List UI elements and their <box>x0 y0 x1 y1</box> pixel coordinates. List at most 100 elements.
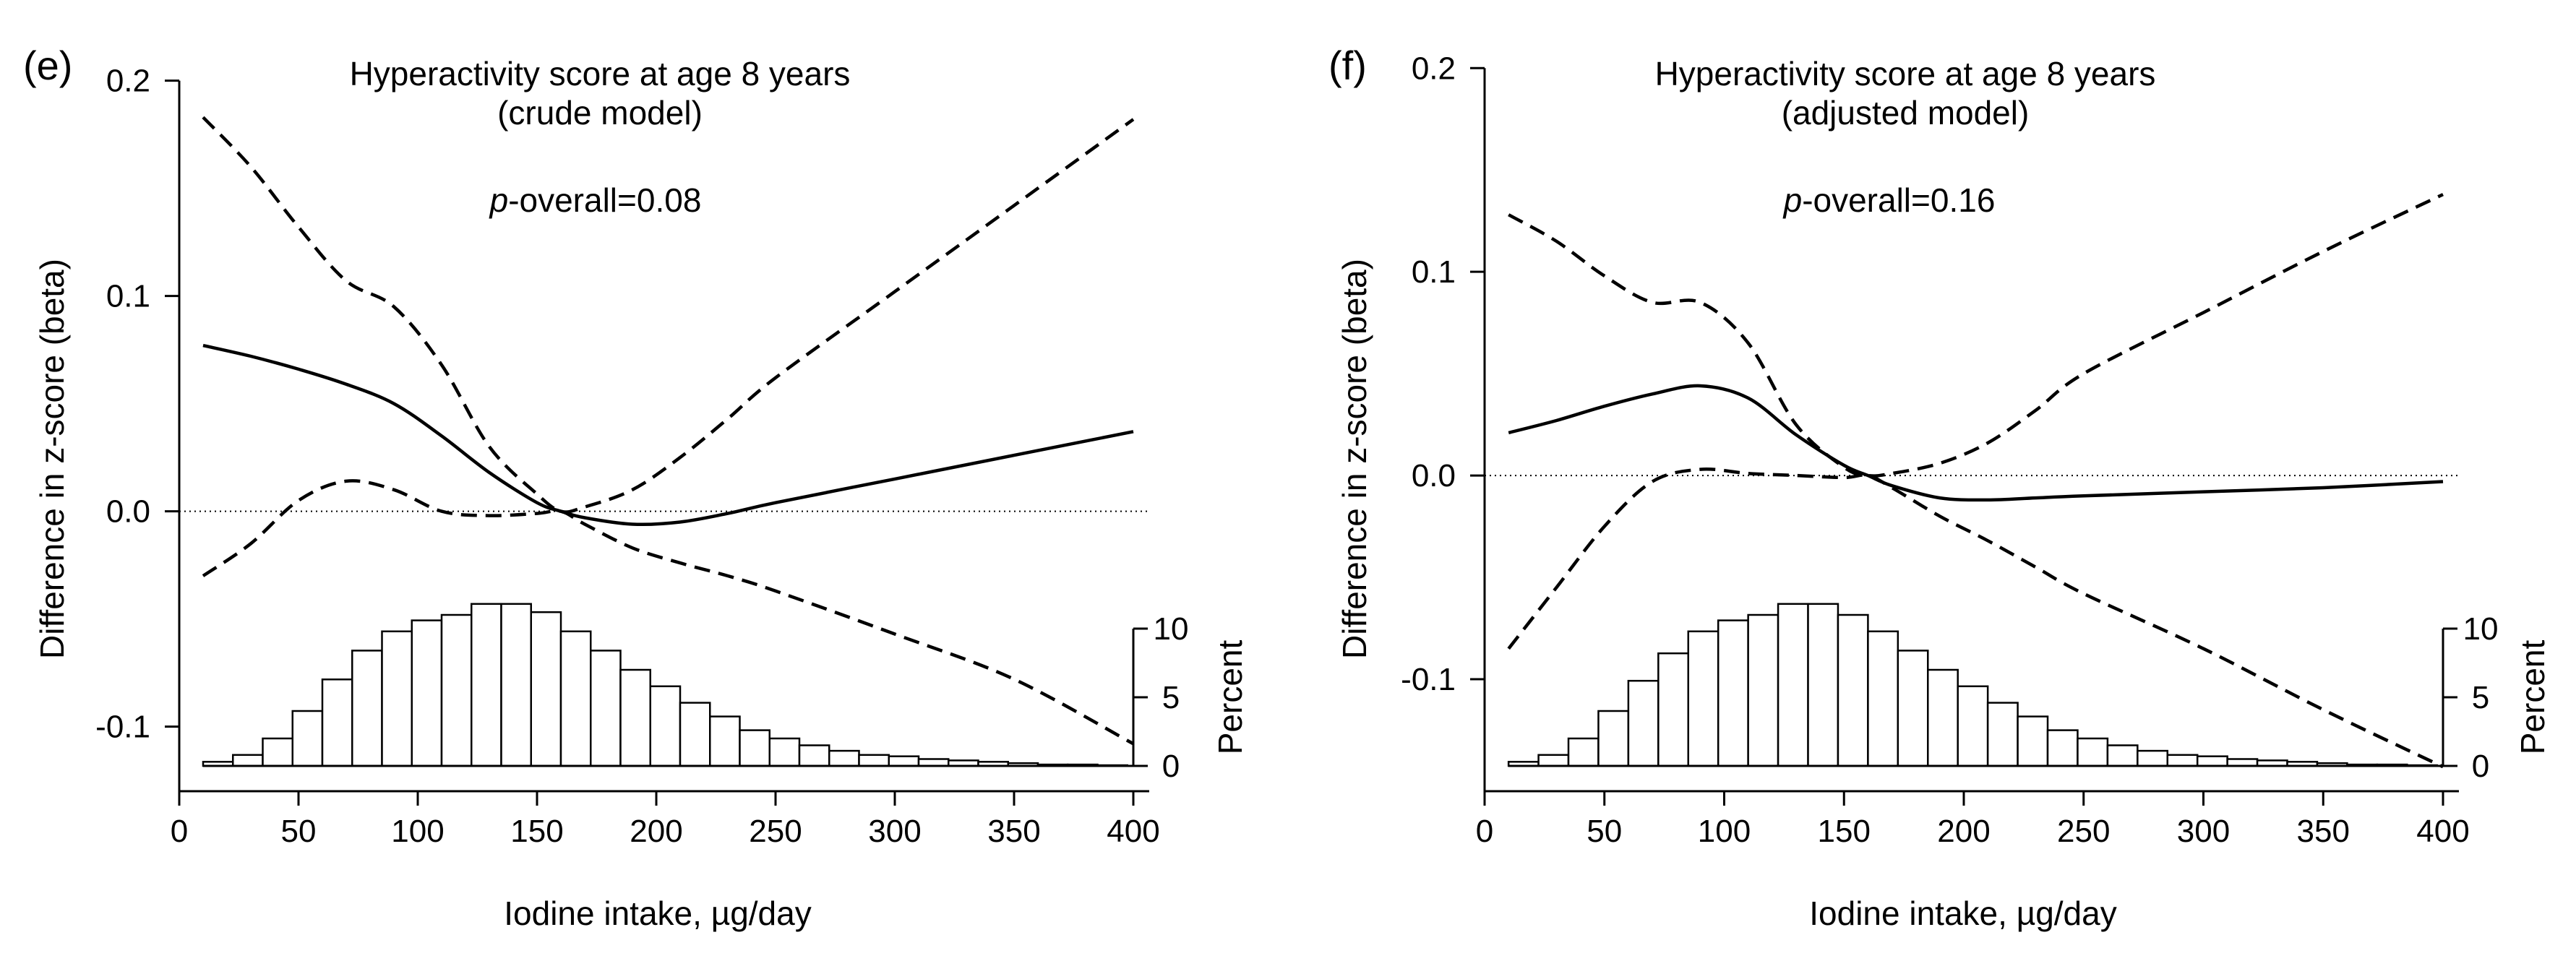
histogram-bar <box>828 749 860 767</box>
hist-axis-label: Percent <box>1211 640 1249 755</box>
histogram-bar <box>291 710 324 767</box>
p-value-label: p-overall=0.16 <box>1782 181 1996 219</box>
histogram-bar <box>619 668 651 767</box>
histogram-bar <box>1957 685 1989 767</box>
lower-ci-line <box>202 479 1135 746</box>
x-tick-label: 300 <box>868 814 921 849</box>
y-tick-label: 0.1 <box>106 279 150 314</box>
upper-ci-line <box>202 116 1135 514</box>
histogram-bar <box>1567 737 1600 767</box>
hist-tick-label: 0 <box>2472 749 2489 784</box>
histogram-bar <box>798 744 830 767</box>
histogram-bar <box>2196 755 2228 767</box>
histogram-bar <box>679 702 711 767</box>
x-tick-label: 0 <box>1476 814 1493 849</box>
hist-tick-label: 10 <box>1154 611 1189 647</box>
histogram-bar <box>1597 710 1630 767</box>
histogram-bar <box>1537 754 1570 767</box>
p-value-text: -overall=0.08 <box>508 181 701 219</box>
histogram-bar <box>1747 613 1779 767</box>
y-tick-label: -0.1 <box>1401 662 1456 697</box>
x-tick-label: 250 <box>2057 814 2110 849</box>
histogram-bar <box>500 603 532 767</box>
upper-ci-line <box>1508 193 2444 478</box>
hist-tick-label: 5 <box>2472 680 2489 715</box>
chart-title-line2: (crude model) <box>497 94 703 132</box>
x-tick-label: 350 <box>2297 814 2350 849</box>
chart-title-line1: Hyperactivity score at age 8 years <box>1655 55 2156 92</box>
histogram-bar <box>590 650 622 767</box>
y-tick-label: 0.0 <box>1412 458 1456 494</box>
histogram-bar <box>649 685 682 767</box>
histogram-bar <box>858 754 890 767</box>
hist-tick-label: 5 <box>1162 680 1180 715</box>
x-tick-label: 50 <box>1587 814 1622 849</box>
histogram-bar <box>1717 619 1749 767</box>
x-tick-label: 200 <box>630 814 682 849</box>
histogram-bar <box>709 715 741 767</box>
histogram-bar <box>381 630 413 767</box>
histogram-bar <box>1807 603 1839 767</box>
y-tick-label: 0.2 <box>1412 51 1456 86</box>
x-axis-label: Iodine intake, µg/day <box>1809 895 2116 932</box>
x-axis-label: Iodine intake, µg/day <box>504 895 811 932</box>
histogram-bar <box>1927 668 1959 767</box>
histogram-bar <box>440 613 473 767</box>
panel-f: (f) Hyperactivity score at age 8 years (… <box>1328 43 2551 932</box>
estimate-line <box>1508 384 2444 502</box>
p-symbol: p <box>1782 181 1803 219</box>
histogram-bar <box>1986 702 2019 767</box>
histogram-bar <box>2046 729 2079 767</box>
x-tick-label: 400 <box>2416 814 2469 849</box>
x-tick-labels: 0 50 100 150 200 250 300 350 400 <box>1476 814 2470 849</box>
y-axis-label: Difference in z-score (beta) <box>1336 259 1373 659</box>
y-tick-label: -0.1 <box>95 710 150 745</box>
x-tick-label: 350 <box>987 814 1040 849</box>
x-tick-label: 200 <box>1937 814 1990 849</box>
histogram-bar <box>888 755 920 767</box>
y-tick-labels: -0.1 0.0 0.1 0.2 <box>1401 51 1456 697</box>
y-tick-labels: -0.1 0.0 0.1 0.2 <box>95 64 150 745</box>
lower-ci-line <box>1507 467 2444 769</box>
histogram-bar <box>1687 630 1720 767</box>
x-tick-label: 400 <box>1107 814 1159 849</box>
histogram-bar <box>232 754 264 767</box>
x-tick-label: 150 <box>1818 814 1871 849</box>
histogram-bar <box>768 737 801 767</box>
histogram-bar <box>1867 630 1899 767</box>
histogram-bar <box>2106 744 2139 767</box>
estimate-line <box>202 343 1134 527</box>
histogram-bar <box>2166 754 2199 767</box>
x-tick-label: 100 <box>391 814 444 849</box>
p-value-label: p-overall=0.08 <box>489 181 702 219</box>
panel-e: (e) Hyperactivity score at age 8 years (… <box>23 43 1249 932</box>
hist-tick-labels: 0 5 10 <box>1154 611 1189 784</box>
histogram-bar <box>262 737 293 767</box>
x-tick-label: 100 <box>1698 814 1751 849</box>
panel-letter: (f) <box>1328 43 1367 88</box>
histogram-bar <box>530 611 562 767</box>
histogram-bar <box>1657 652 1690 767</box>
histogram-bar <box>739 729 770 767</box>
hist-tick-labels: 0 5 10 <box>2463 611 2499 784</box>
histogram-bar <box>351 650 383 767</box>
y-tick-label: 0.2 <box>106 64 150 99</box>
histogram-bar <box>1837 613 1869 767</box>
histogram-bar <box>1777 603 1809 767</box>
hist-tick-label: 0 <box>1162 749 1180 784</box>
panel-letter: (e) <box>23 43 72 88</box>
hist-axis-label: Percent <box>2514 640 2551 755</box>
histogram-bar <box>411 619 443 767</box>
x-tick-labels: 0 50 100 150 200 250 300 350 400 <box>171 814 1160 849</box>
histogram-bar <box>2077 737 2109 767</box>
histogram-bar <box>1897 650 1929 767</box>
p-symbol: p <box>489 181 509 219</box>
x-tick-label: 50 <box>281 814 317 849</box>
hist-tick-label: 10 <box>2463 611 2499 647</box>
histogram-bar <box>2137 749 2169 767</box>
y-tick-label: 0.1 <box>1412 254 1456 290</box>
histogram-bar <box>559 630 592 767</box>
p-value-text: -overall=0.16 <box>1802 181 1995 219</box>
chart-title-line2: (adjusted model) <box>1782 94 2030 132</box>
